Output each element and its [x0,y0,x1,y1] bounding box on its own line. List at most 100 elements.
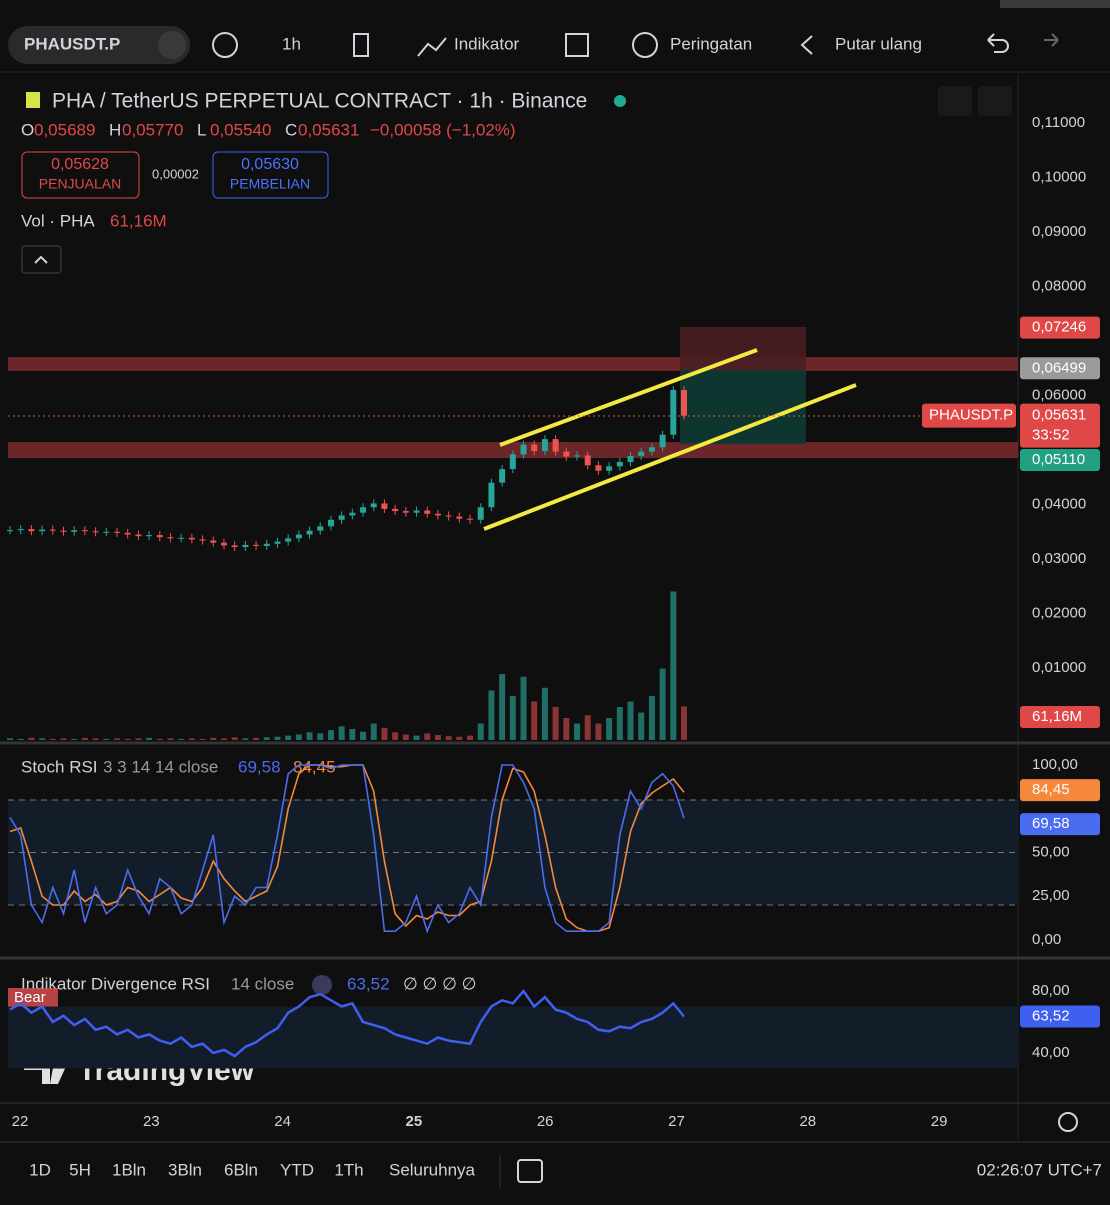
volume-bar [477,723,484,740]
indicators[interactable]: Indikator [454,34,520,53]
volume-name: Vol · PHA [21,211,95,230]
clock[interactable]: 02:26:07 UTC+7 [977,1160,1102,1179]
volume-bar [616,707,623,740]
volume-bar [71,738,78,740]
candle [220,542,227,546]
volume-bar [113,738,120,740]
chart-button[interactable] [978,86,1012,116]
redo[interactable] [1044,33,1059,47]
layout-icon[interactable] [565,33,589,57]
chart-type-icon[interactable] [353,33,369,57]
candle [456,516,463,519]
support-zone[interactable] [8,442,1018,458]
range-button[interactable]: 6Bln [224,1160,258,1179]
candle [349,512,356,516]
candle [574,455,581,457]
sell-button[interactable] [21,151,140,199]
candle [338,515,345,520]
range-button[interactable]: 1Bln [112,1160,146,1179]
buy-label[interactable]: PEMBELIAN [230,176,310,192]
candle [327,519,334,527]
volume-bar [424,733,431,740]
volume-bar [584,715,591,740]
symbol-icon[interactable] [158,31,186,59]
candle [477,507,484,520]
ohlc-value: 0,05689 [34,120,95,139]
stop-zone[interactable] [680,327,806,370]
range-button[interactable]: 3Bln [168,1160,202,1179]
channel-line[interactable] [499,348,758,447]
rsi-line [9,988,685,1058]
volume-bar [220,738,227,740]
range-button[interactable]: YTD [280,1160,314,1179]
candle [242,544,249,548]
replay[interactable]: Putar ulang [835,34,922,53]
stoch-label-box [1020,813,1100,836]
alert-icon[interactable] [632,32,658,58]
bear-label: Bear [14,989,46,1006]
candle [28,529,35,532]
date-range-icon[interactable] [517,1159,543,1183]
stoch-label: 69,58 [1032,815,1070,832]
candle [381,503,388,509]
candle [467,518,474,520]
undo[interactable] [987,33,1009,53]
candle [178,537,185,539]
candle [231,545,238,548]
settings-icon[interactable] [1058,1112,1078,1132]
y-tick-label: 0,10000 [1032,168,1086,185]
rsi-label-box [1020,1005,1100,1028]
buy-price[interactable]: 0,05630 [241,156,299,173]
collapse-icon[interactable] [34,255,48,264]
y-tick-label: 0,02000 [1032,605,1086,622]
y-tick-label: 0,04000 [1032,495,1086,512]
range-button[interactable]: 1D [29,1160,51,1179]
volume-bar [17,738,24,740]
candle [210,540,217,543]
x-tick-label: 22 [12,1113,29,1130]
add-button[interactable] [212,32,238,58]
ohlc-key: O [21,120,34,139]
collapse-button[interactable] [21,245,62,274]
candle [638,451,645,457]
y-tick-label: 80,00 [1032,982,1070,999]
x-tick-label: 28 [799,1113,816,1130]
resistance-zone[interactable] [8,357,1018,371]
volume-bar [360,731,367,740]
range-button[interactable]: 5H [69,1160,91,1179]
candle [146,535,153,537]
symbol-box[interactable] [8,26,190,64]
price-label: 0,05110 [1032,451,1085,468]
y-tick-label: 25,00 [1032,887,1070,904]
volume-bar [606,718,613,740]
sell-price[interactable]: 0,05628 [51,156,109,173]
target-zone[interactable] [680,370,806,444]
candle [606,466,613,471]
x-tick-label: 24 [274,1113,291,1130]
interval[interactable]: 1h [282,34,301,53]
candle [60,530,67,532]
volume-bar [509,696,516,740]
symbol[interactable]: PHAUSDT.P [24,34,120,53]
volume-bar [263,737,270,740]
candle [124,532,131,535]
candle [499,469,506,483]
candle [627,456,634,463]
alerts[interactable]: Peringatan [670,34,752,53]
channel-line[interactable] [483,383,857,531]
stoch-d-value: 84,45 [293,757,336,776]
volume-bar [520,676,527,740]
indicator-icon[interactable] [417,37,447,57]
candle [488,482,495,508]
candle [113,531,120,533]
replay-icon[interactable] [800,35,813,55]
range-button[interactable]: 1Th [334,1160,363,1179]
buy-button[interactable] [212,151,329,199]
chart-button[interactable] [938,86,972,116]
rsi-name: Indikator Divergence RSI [21,974,210,993]
range-button[interactable]: Seluruhnya [389,1160,476,1179]
candle [595,465,602,471]
sell-label[interactable]: PENJUALAN [39,176,121,192]
